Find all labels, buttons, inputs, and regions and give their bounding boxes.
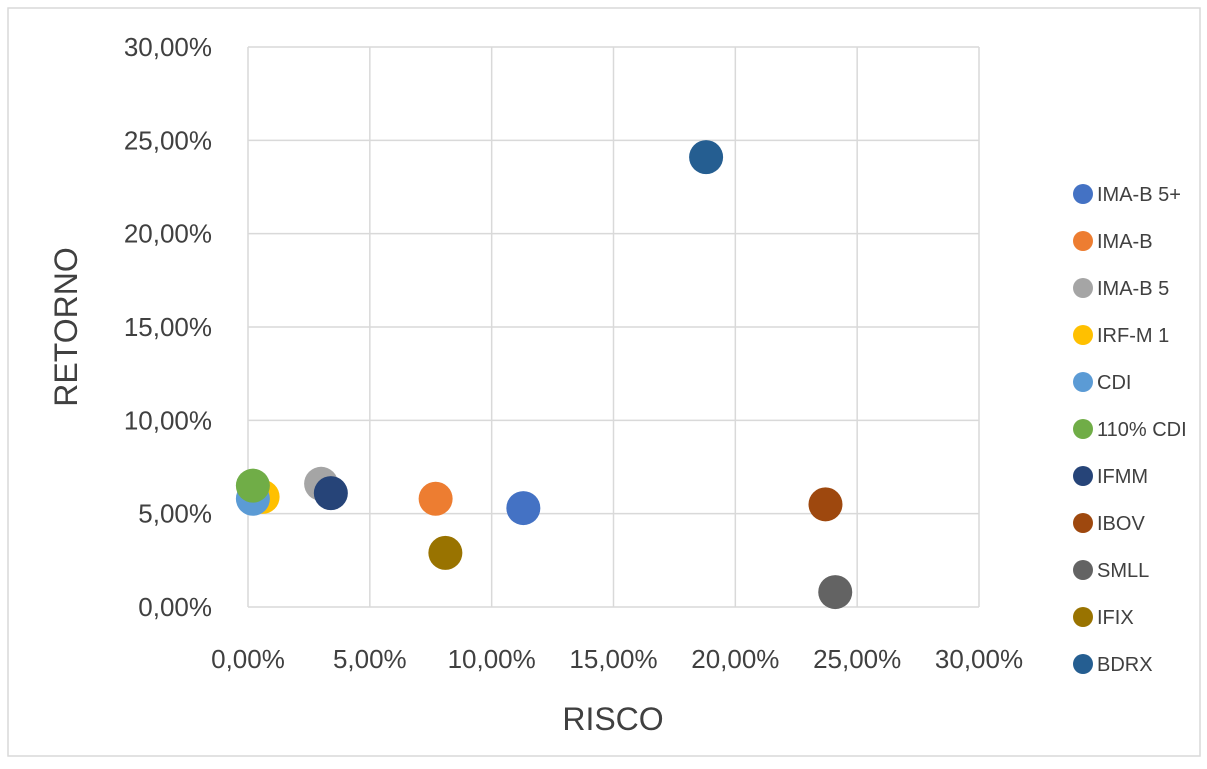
y-tick-label: 20,00% — [124, 219, 212, 249]
y-axis-title: RETORNO — [48, 247, 84, 406]
chart-border — [7, 7, 1201, 757]
data-point-ifix — [428, 535, 463, 570]
y-tick-label: 30,00% — [124, 32, 212, 62]
legend-label: IBOV — [1097, 513, 1145, 535]
x-tick-label: 10,00% — [448, 644, 536, 674]
x-tick-label: 5,00% — [333, 644, 407, 674]
data-point-ifmm — [313, 476, 348, 511]
legend-marker — [1073, 278, 1093, 298]
y-tick-label: 5,00% — [138, 499, 212, 529]
legend-marker — [1073, 466, 1093, 486]
y-axis-ticks: 0,00% 5,00% 10,00% 15,00% 20,00% 25,00% 30,00% — [124, 32, 212, 622]
x-tick-label: 25,00% — [813, 644, 901, 674]
legend-label: IMA-B — [1097, 231, 1153, 253]
legend: IMA-B 5+ IMA-B IMA-B 5 IRF-M 1 CDI 110% CDI IF… — [1073, 184, 1187, 676]
legend-marker — [1073, 513, 1093, 533]
legend-marker — [1073, 325, 1093, 345]
x-tick-label: 0,00% — [211, 644, 285, 674]
legend-marker — [1073, 654, 1093, 674]
legend-label: IMA-B 5 — [1097, 278, 1169, 300]
legend-label: IFIX — [1097, 607, 1134, 629]
legend-marker — [1073, 231, 1093, 251]
legend-label: IRF-M 1 — [1097, 325, 1169, 347]
data-point-110-cdi — [235, 468, 270, 503]
legend-label: SMLL — [1097, 560, 1149, 582]
legend-marker — [1073, 607, 1093, 627]
data-points — [235, 140, 853, 610]
y-tick-label: 10,00% — [124, 405, 212, 435]
x-axis-ticks: 0,00% 5,00% 10,00% 15,00% 20,00% 25,00% 30,00% — [211, 644, 1023, 674]
data-point-ima-b-5- — [506, 491, 541, 526]
legend-marker — [1073, 184, 1093, 204]
x-tick-label: 15,00% — [569, 644, 657, 674]
x-tick-label: 20,00% — [691, 644, 779, 674]
legend-marker — [1073, 419, 1093, 439]
x-axis-title: RISCO — [562, 701, 663, 737]
legend-label: 110% CDI — [1097, 419, 1187, 441]
legend-label: IFMM — [1097, 466, 1148, 488]
legend-label: CDI — [1097, 372, 1131, 394]
x-tick-label: 30,00% — [935, 644, 1023, 674]
data-point-ima-b — [418, 481, 453, 516]
data-point-bdrx — [689, 140, 724, 175]
y-tick-label: 25,00% — [124, 125, 212, 155]
data-point-smll — [818, 575, 853, 610]
legend-marker — [1073, 372, 1093, 392]
gridlines — [247, 46, 980, 608]
legend-marker — [1073, 560, 1093, 580]
data-point-ibov — [808, 487, 843, 522]
legend-label: BDRX — [1097, 654, 1153, 676]
legend-label: IMA-B 5+ — [1097, 184, 1181, 206]
y-tick-label: 15,00% — [124, 312, 212, 342]
y-tick-label: 0,00% — [138, 592, 212, 622]
